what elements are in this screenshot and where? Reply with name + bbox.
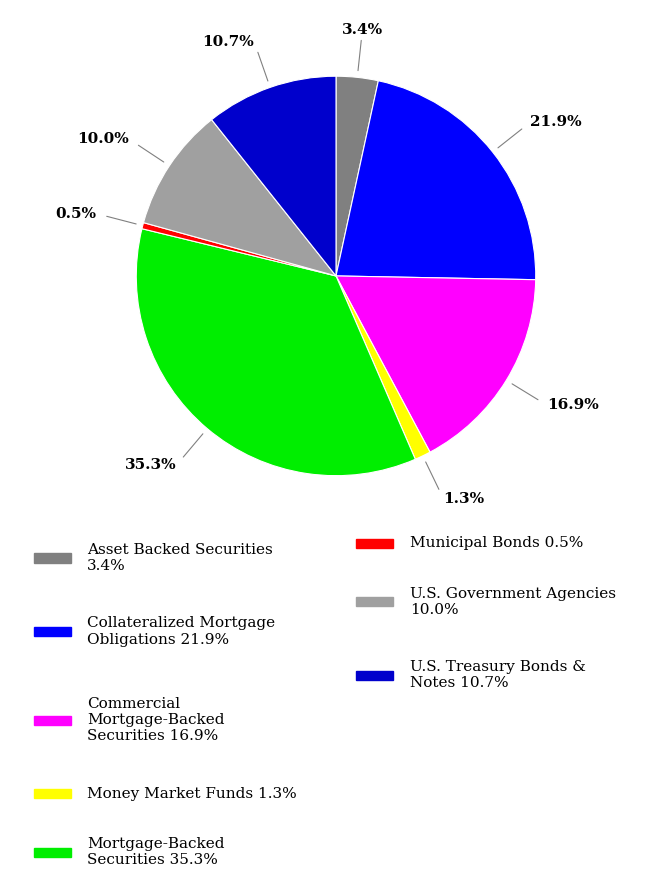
Wedge shape — [336, 276, 430, 459]
Text: 21.9%: 21.9% — [530, 116, 582, 130]
Wedge shape — [136, 229, 415, 476]
Text: Municipal Bonds 0.5%: Municipal Bonds 0.5% — [410, 536, 583, 550]
Text: U.S. Treasury Bonds &
Notes 10.7%: U.S. Treasury Bonds & Notes 10.7% — [410, 661, 586, 690]
Text: 3.4%: 3.4% — [342, 23, 383, 37]
Wedge shape — [212, 76, 336, 276]
Bar — [34, 716, 71, 724]
Bar — [34, 627, 71, 636]
Text: Money Market Funds 1.3%: Money Market Funds 1.3% — [87, 787, 297, 801]
Wedge shape — [144, 120, 336, 276]
Wedge shape — [336, 276, 536, 452]
Bar — [34, 554, 71, 562]
Wedge shape — [336, 76, 378, 276]
Bar — [356, 539, 393, 548]
Text: Mortgage-Backed
Securities 35.3%: Mortgage-Backed Securities 35.3% — [87, 837, 225, 867]
Text: 0.5%: 0.5% — [55, 207, 96, 221]
Bar — [356, 597, 393, 606]
Text: U.S. Government Agencies
10.0%: U.S. Government Agencies 10.0% — [410, 587, 616, 617]
Wedge shape — [336, 81, 536, 279]
Text: 16.9%: 16.9% — [547, 399, 599, 413]
Text: Collateralized Mortgage
Obligations 21.9%: Collateralized Mortgage Obligations 21.9… — [87, 617, 276, 646]
Text: 10.0%: 10.0% — [78, 132, 130, 146]
Text: 35.3%: 35.3% — [125, 458, 176, 472]
Text: 1.3%: 1.3% — [444, 492, 485, 506]
Wedge shape — [142, 223, 336, 276]
Text: Commercial
Mortgage-Backed
Securities 16.9%: Commercial Mortgage-Backed Securities 16… — [87, 697, 225, 743]
Bar — [356, 671, 393, 680]
Text: Asset Backed Securities
3.4%: Asset Backed Securities 3.4% — [87, 543, 273, 573]
Bar — [34, 848, 71, 857]
Text: 10.7%: 10.7% — [202, 35, 254, 49]
Bar — [34, 789, 71, 798]
